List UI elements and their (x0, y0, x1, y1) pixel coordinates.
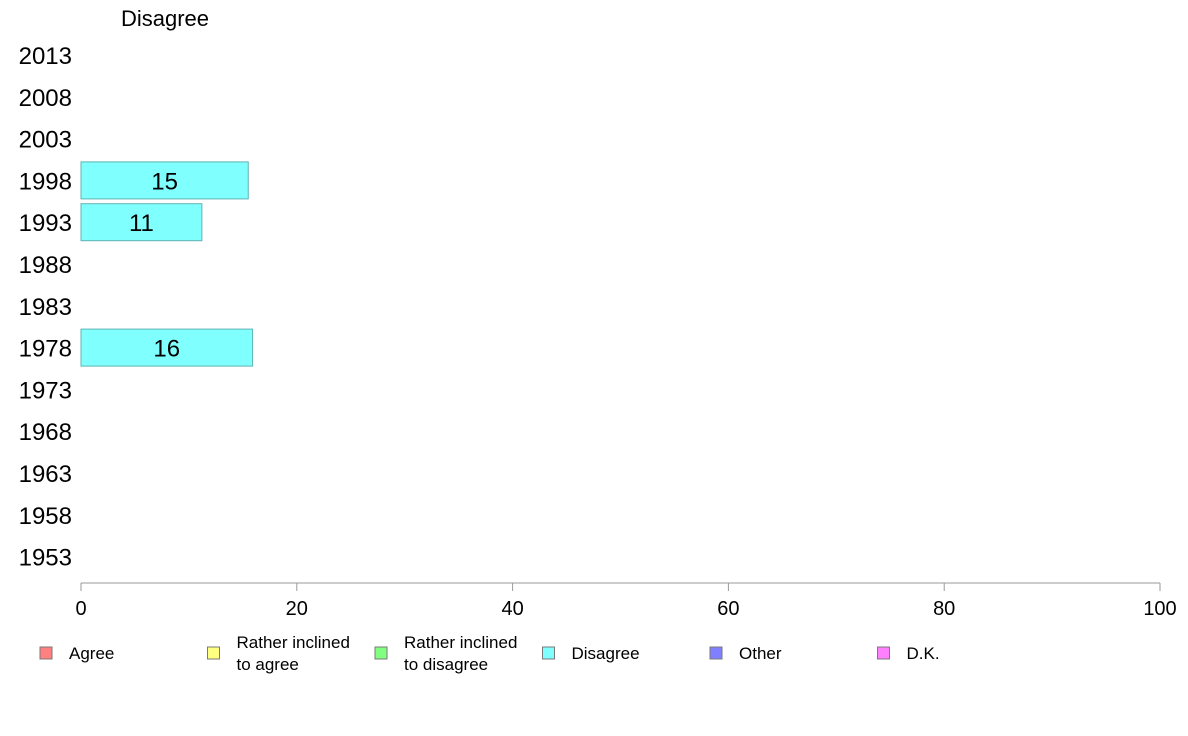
year-label-2003: 2003 (19, 127, 72, 154)
legend-label-3: Disagree (572, 644, 640, 663)
bar-1998 (80, 161, 249, 200)
legend-label-line: Rather inclined (404, 633, 517, 652)
legend-swatch-0 (39, 646, 53, 660)
bar-1978 (80, 328, 254, 367)
bar-1993 (80, 203, 203, 242)
year-label-1998: 1998 (19, 168, 72, 195)
x-tick-label-80: 80 (933, 598, 955, 620)
legend-label-line: Rather inclined (237, 633, 350, 652)
legend-label-5: D.K. (907, 644, 940, 663)
year-label-1968: 1968 (19, 419, 72, 446)
category-labels: 2013 2008 2003 1998 1993 1988 1983 1978 1973 1968… (19, 43, 72, 572)
legend-swatch-2 (374, 646, 388, 660)
year-label-1973: 1973 (19, 377, 72, 404)
x-tick-label-20: 20 (286, 598, 308, 620)
bar-label-1978: 16 (153, 336, 180, 363)
year-label-1953: 1953 (19, 545, 72, 572)
bars-layer: 15 11 16 (80, 161, 254, 367)
legend-swatch-4 (709, 646, 723, 660)
legend-label-line: Other (739, 644, 782, 663)
legend-swatch-3 (542, 646, 555, 660)
year-label-1983: 1983 (19, 294, 72, 321)
year-label-1993: 1993 (19, 210, 72, 237)
legend-swatch-1 (207, 646, 220, 660)
legend-label-line: to disagree (404, 655, 488, 674)
year-label-1963: 1963 (19, 461, 72, 488)
year-label-1988: 1988 (19, 252, 72, 279)
x-tick-label-40: 40 (501, 598, 523, 620)
legend-label-4: Other (739, 644, 782, 663)
legend-label-2: Rather inclined to disagree (404, 633, 517, 674)
legend-label-line: Agree (69, 644, 114, 663)
bar-label-1993: 11 (129, 210, 154, 237)
x-tick-label-100: 100 (1143, 598, 1176, 620)
chart-title: Disagree (121, 6, 209, 31)
x-axis: 0 20 40 60 80 100 (75, 582, 1177, 620)
year-label-2013: 2013 (19, 43, 72, 70)
year-label-1978: 1978 (19, 336, 72, 363)
legend-label-line: Disagree (572, 644, 640, 663)
legend-label-0: Agree (69, 644, 114, 663)
bar-label-1998: 15 (151, 168, 178, 195)
x-tick-label-60: 60 (717, 598, 739, 620)
legend-label-line: D.K. (907, 644, 940, 663)
year-label-1958: 1958 (19, 503, 72, 530)
legend-swatch-5 (877, 646, 890, 660)
legend-label-line: to agree (237, 655, 299, 674)
year-label-2008: 2008 (19, 85, 72, 112)
legend-label-1: Rather inclined to agree (237, 633, 350, 674)
x-tick-label-0: 0 (75, 598, 86, 620)
